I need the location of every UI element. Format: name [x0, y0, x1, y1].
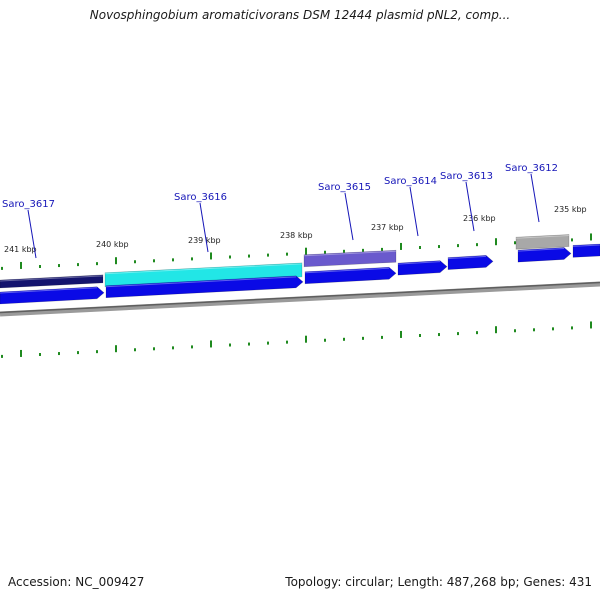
cds-arrow [105, 275, 304, 299]
cds-arrow-highlight [0, 287, 98, 294]
gene-label[interactable]: Saro_3616 [174, 192, 227, 203]
gene-leader-line [199, 202, 209, 253]
scale-label: 235 kbp [554, 205, 587, 214]
gene-leader-line [530, 173, 540, 223]
track-segment-purple-highlight [303, 250, 397, 257]
cds-arrow-highlight [517, 247, 565, 252]
track-segment-cyan [104, 262, 303, 288]
gene-label[interactable]: Saro_3617 [2, 199, 55, 210]
gene-label[interactable]: Saro_3613 [440, 171, 493, 182]
scale-label: 238 kbp [280, 231, 313, 240]
cds-arrow-highlight [105, 276, 297, 288]
cds-arrow-highlight [397, 261, 441, 265]
gene-leader-line [409, 186, 419, 237]
gene-label[interactable]: Saro_3615 [318, 182, 371, 193]
track-segment-gray [515, 234, 570, 250]
backbone-edge [0, 281, 600, 314]
backbone-line [0, 281, 600, 317]
feature-tracks [0, 234, 600, 305]
scale-ticks-lower [1, 321, 592, 358]
scale-label: 240 kbp [96, 240, 129, 249]
cds-arrow-highlight [447, 255, 487, 260]
backbone [0, 281, 600, 317]
cds-arrow [447, 255, 494, 270]
cds-segment-highlight [572, 244, 600, 247]
gene-leader-line [344, 192, 354, 241]
scale-label: 237 kbp [371, 223, 404, 232]
gene-leader-line [27, 209, 37, 259]
scale-label: 236 kbp [463, 214, 496, 223]
track-segment-dark [0, 274, 104, 289]
accession-text: Accession: NC_009427 [8, 575, 145, 589]
cds-arrow-highlight [304, 267, 390, 274]
topology-summary: Topology: circular; Length: 487,268 bp; … [285, 575, 592, 589]
map-title: Novosphingobium aromaticivorans DSM 1244… [89, 8, 511, 22]
track-segment-purple [303, 249, 397, 268]
track-segment-cyan-highlight [104, 263, 303, 275]
track-segment-dark-highlight [0, 275, 104, 282]
track-segment-gray-highlight [515, 235, 570, 239]
scale-ticks-upper [1, 233, 592, 270]
cds-arrow [304, 266, 397, 285]
gene-label[interactable]: Saro_3614 [384, 176, 437, 187]
cds-segment [572, 243, 600, 258]
cds-arrow [0, 286, 105, 305]
gene-leader-line [465, 181, 475, 232]
scale-label: 241 kbp [4, 245, 37, 254]
gene-label[interactable]: Saro_3612 [505, 163, 558, 174]
scale-label: 239 kbp [188, 236, 221, 245]
cds-arrow [397, 260, 448, 276]
scale-labels: 241 kbp 240 kbp 239 kbp 238 kbp 237 kbp 236 k… [4, 205, 587, 254]
cds-arrow [517, 247, 572, 263]
